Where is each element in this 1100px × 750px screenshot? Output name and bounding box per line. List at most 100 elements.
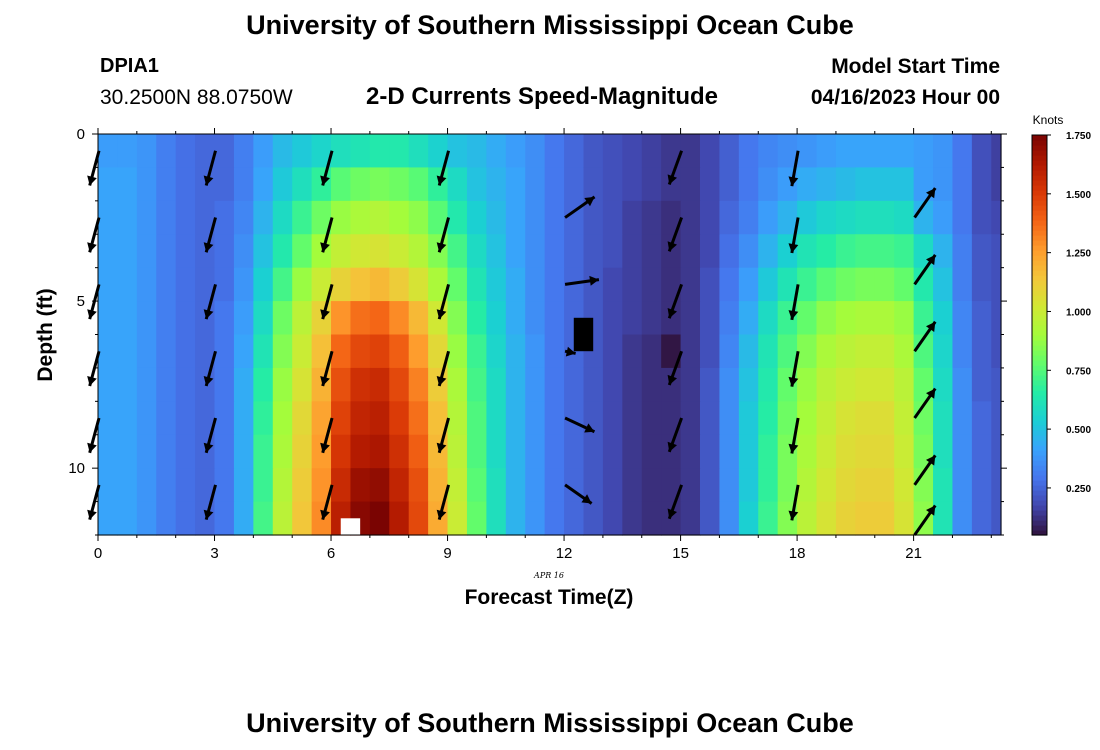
heatmap-cell [544, 501, 565, 536]
heatmap-cell [233, 468, 254, 503]
heatmap-cell [408, 434, 429, 469]
colorbar-segment [1032, 500, 1047, 506]
colorbar-segment [1032, 435, 1047, 441]
heatmap-cell [680, 301, 701, 336]
heatmap-cell [369, 501, 390, 536]
heatmap-cell [700, 234, 721, 269]
heatmap-cell [98, 301, 119, 336]
heatmap-cell [719, 468, 740, 503]
heatmap-cell [641, 167, 662, 202]
heatmap-cell [933, 434, 954, 469]
heatmap-cell [214, 134, 235, 169]
colorbar-segment [1032, 200, 1047, 206]
heatmap-cell [311, 267, 332, 302]
heatmap-cell [855, 401, 876, 436]
heatmap-cell [156, 434, 177, 469]
heatmap-cell [408, 501, 429, 536]
heatmap-cell [564, 501, 585, 536]
heatmap-cell [583, 234, 604, 269]
heatmap-cell [117, 401, 138, 436]
heatmap-cell [253, 134, 274, 169]
colorbar-segment [1032, 405, 1047, 411]
colorbar-tick-label: 1.500 [1066, 190, 1091, 201]
current-vector-head [584, 423, 595, 433]
colorbar-segment [1032, 140, 1047, 146]
heatmap-cell [680, 334, 701, 369]
current-vector-head [584, 196, 595, 207]
heatmap-cell [486, 367, 507, 402]
colorbar-segment [1032, 195, 1047, 201]
colorbar-segment [1032, 530, 1047, 536]
heatmap-cell [253, 301, 274, 336]
heatmap-cell [816, 434, 837, 469]
heatmap-cell [525, 334, 546, 369]
colorbar-segment [1032, 490, 1047, 496]
heatmap-cell [98, 501, 119, 536]
current-vector-head [565, 346, 576, 357]
colorbar-segment [1032, 190, 1047, 196]
colorbar-segment [1032, 215, 1047, 221]
heatmap-cell [389, 234, 410, 269]
heatmap-cell [622, 267, 643, 302]
heatmap-cell [350, 434, 371, 469]
colorbar-segment [1032, 160, 1047, 166]
heatmap-cell [389, 167, 410, 202]
heatmap-cell [719, 334, 740, 369]
heatmap-cell [933, 200, 954, 235]
colorbar-segment [1032, 480, 1047, 486]
heatmap-cell [156, 301, 177, 336]
heatmap-cell [602, 134, 623, 169]
current-vector-head [320, 242, 330, 253]
heatmap-cell [797, 401, 818, 436]
heatmap-cell [156, 267, 177, 302]
heatmap-cell [855, 267, 876, 302]
heatmap-cell [175, 167, 196, 202]
heatmap-cell [292, 434, 313, 469]
heatmap-cell [933, 267, 954, 302]
heatmap-cell [835, 267, 856, 302]
heatmap-cell [292, 167, 313, 202]
heatmap-cell [564, 434, 585, 469]
colorbar-segment [1032, 180, 1047, 186]
heatmap-cell [583, 267, 604, 302]
colorbar-frame [1031, 134, 1048, 536]
heatmap-cell [447, 367, 468, 402]
heatmap-cell [156, 200, 177, 235]
heatmap-cell [98, 367, 119, 402]
heatmap-cell [952, 200, 973, 235]
heatmap-cell [98, 267, 119, 302]
heatmap-cell [719, 501, 740, 536]
current-vector-head [203, 442, 214, 453]
date-label: APR 16 [533, 571, 564, 580]
heatmap-cell [913, 134, 934, 169]
heatmap-cell [408, 200, 429, 235]
missing-data-cell [573, 317, 594, 352]
heatmap-cell [602, 334, 623, 369]
heatmap-cell [816, 267, 837, 302]
heatmap-cell [835, 501, 856, 536]
heatmap-cell [331, 334, 352, 369]
heatmap-cell [952, 401, 973, 436]
heatmap-cell [894, 134, 915, 169]
heatmap-cell [136, 468, 157, 503]
heatmap-cell [894, 200, 915, 235]
colorbar-segment [1032, 280, 1047, 286]
heatmap-cell [292, 301, 313, 336]
heatmap-cell [661, 267, 682, 302]
current-vector-head [926, 455, 936, 466]
current-vector-head [667, 374, 677, 385]
heatmap-cell [544, 200, 565, 235]
heatmap-cell [544, 301, 565, 336]
heatmap-cell [525, 434, 546, 469]
colorbar-segment [1032, 375, 1047, 381]
colorbar-segment [1032, 525, 1047, 531]
colorbar-segment [1032, 455, 1047, 461]
heatmap-cell [408, 401, 429, 436]
heatmap-cell [175, 401, 196, 436]
heatmap-cell [505, 334, 526, 369]
heatmap-cell [855, 334, 876, 369]
colorbar-segment [1032, 465, 1047, 471]
heatmap-cell [641, 200, 662, 235]
current-vector-head [667, 241, 677, 252]
colorbar-segment [1032, 290, 1047, 296]
